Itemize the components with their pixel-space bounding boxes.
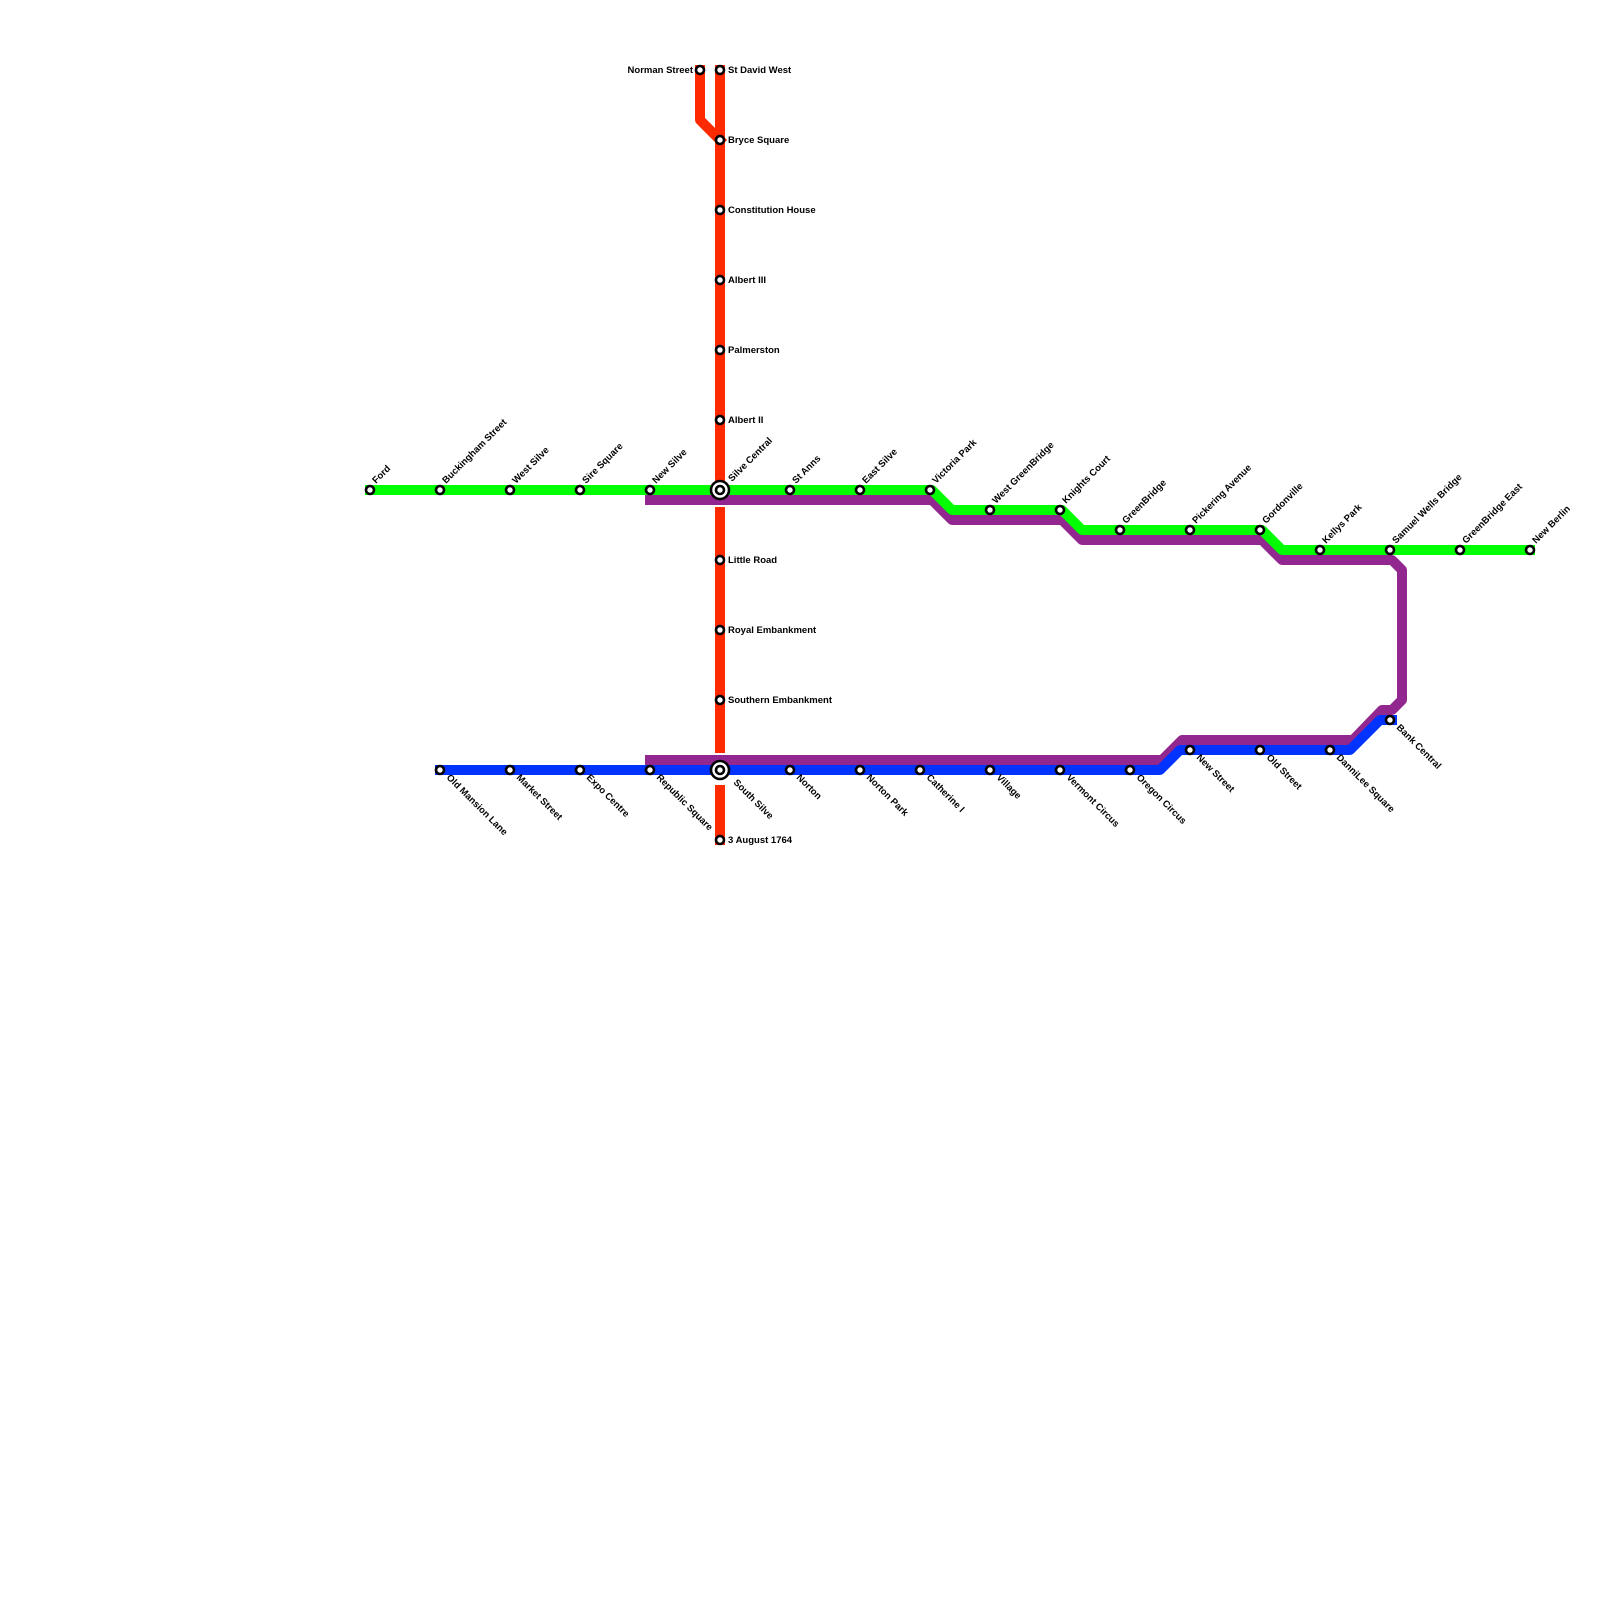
- label-dannilee-square: DanniLee Square: [1334, 752, 1397, 815]
- label-samuel-wells-bridge: Samuel Wells Bridge: [1390, 472, 1464, 546]
- station-dannilee-square[interactable]: [1324, 744, 1336, 756]
- station-3-august-1764[interactable]: [714, 834, 726, 846]
- station-new-silve[interactable]: [644, 484, 656, 496]
- green-line[interactable]: [365, 485, 1535, 555]
- station-albert-iii[interactable]: [714, 274, 726, 286]
- label-buckingham-street: Buckingham Street: [440, 417, 510, 487]
- station-oregon-circus[interactable]: [1124, 764, 1136, 776]
- label-norton-park: Norton Park: [864, 772, 911, 819]
- label-catherine-i: Catherine I: [924, 772, 967, 815]
- label-republic-square: Republic Square: [654, 772, 715, 833]
- label-new-street: New Street: [1194, 752, 1237, 795]
- station-new-berlin[interactable]: [1524, 544, 1536, 556]
- label-east-silve: East Silve: [860, 447, 900, 487]
- station-old-mansion-lane[interactable]: [434, 764, 446, 776]
- label-bryce-square: Bryce Square: [728, 135, 789, 146]
- station-old-street[interactable]: [1254, 744, 1266, 756]
- station-new-street[interactable]: [1184, 744, 1196, 756]
- label-west-greenbridge: West GreenBridge: [990, 440, 1056, 506]
- station-constitution-house[interactable]: [714, 204, 726, 216]
- station-bank-central[interactable]: [1384, 714, 1396, 726]
- station-silve-central-inner: [714, 484, 726, 496]
- label-albert-ii: Albert II: [728, 415, 763, 426]
- label-oregon-circus: Oregon Circus: [1134, 772, 1188, 826]
- label-west-silve: West Silve: [510, 445, 551, 486]
- station-expo-centre[interactable]: [574, 764, 586, 776]
- station-village[interactable]: [984, 764, 996, 776]
- label-expo-centre: Expo Centre: [584, 772, 631, 819]
- station-buckingham-street[interactable]: [434, 484, 446, 496]
- label-pickering-avenue: Pickering Avenue: [1190, 462, 1254, 526]
- station-norton-park[interactable]: [854, 764, 866, 776]
- station-bryce-square[interactable]: [714, 134, 726, 146]
- label-victoria-park: Victoria Park: [930, 437, 979, 486]
- station-kellys-park[interactable]: [1314, 544, 1326, 556]
- label-new-berlin: New Berlin: [1530, 503, 1573, 546]
- label-bank-central: Bank Central: [1394, 722, 1443, 771]
- station-st-anns[interactable]: [784, 484, 796, 496]
- label-norman-street: Norman Street: [628, 65, 694, 76]
- station-st-david-west[interactable]: [714, 64, 726, 76]
- label-market-street: Market Street: [514, 772, 565, 823]
- label-southern-embankment: Southern Embankment: [728, 695, 833, 706]
- label-vermont-circus: Vermont Circus: [1064, 772, 1121, 829]
- label-little-road: Little Road: [728, 555, 777, 566]
- station-albert-ii[interactable]: [714, 414, 726, 426]
- purple-line[interactable]: [645, 495, 1407, 765]
- label-layer: Norman Street St David West Bryce Square…: [370, 65, 1573, 846]
- label-royal-embankment: Royal Embankment: [728, 625, 817, 636]
- station-sire-square[interactable]: [574, 484, 586, 496]
- label-old-street: Old Street: [1264, 752, 1304, 792]
- label-new-silve: New Silve: [650, 447, 689, 486]
- station-gordonville[interactable]: [1254, 524, 1266, 536]
- station-catherine-i[interactable]: [914, 764, 926, 776]
- station-west-silve[interactable]: [504, 484, 516, 496]
- label-gordonville: Gordonville: [1260, 481, 1305, 526]
- station-south-silve-inner: [714, 764, 726, 776]
- label-albert-iii: Albert III: [728, 275, 766, 286]
- red-line-north-branch[interactable]: [695, 65, 728, 148]
- label-knights-court: Knights Court: [1060, 453, 1113, 506]
- station-little-road[interactable]: [714, 554, 726, 566]
- station-samuel-wells-bridge[interactable]: [1384, 544, 1396, 556]
- station-ford[interactable]: [364, 484, 376, 496]
- label-st-david-west: St David West: [728, 65, 792, 76]
- label-st-anns: St Anns: [790, 453, 823, 486]
- station-palmerston[interactable]: [714, 344, 726, 356]
- label-3-august-1764: 3 August 1764: [728, 835, 793, 846]
- station-knights-court[interactable]: [1054, 504, 1066, 516]
- station-norton[interactable]: [784, 764, 796, 776]
- station-west-greenbridge[interactable]: [984, 504, 996, 516]
- station-victoria-park[interactable]: [924, 484, 936, 496]
- station-market-street[interactable]: [504, 764, 516, 776]
- station-pickering-avenue[interactable]: [1184, 524, 1196, 536]
- label-norton: Norton: [794, 772, 824, 802]
- label-silve-central: Silve Central: [726, 436, 774, 484]
- label-kellys-park: Kellys Park: [1320, 502, 1365, 547]
- label-palmerston: Palmerston: [728, 345, 780, 356]
- station-vermont-circus[interactable]: [1054, 764, 1066, 776]
- station-royal-embankment[interactable]: [714, 624, 726, 636]
- label-greenbridge: GreenBridge: [1120, 478, 1168, 526]
- label-constitution-house: Constitution House: [728, 205, 816, 216]
- station-republic-square[interactable]: [644, 764, 656, 776]
- station-norman-street[interactable]: [694, 64, 706, 76]
- label-village: Village: [994, 772, 1023, 801]
- label-old-mansion-lane: Old Mansion Lane: [444, 772, 510, 838]
- station-layer: [364, 64, 1536, 846]
- station-east-silve[interactable]: [854, 484, 866, 496]
- station-greenbridge[interactable]: [1114, 524, 1126, 536]
- station-greenbridge-east[interactable]: [1454, 544, 1466, 556]
- label-greenbridge-east: GreenBridge East: [1460, 481, 1525, 546]
- label-sire-square: Sire Square: [580, 441, 625, 486]
- label-south-silve: South Silve: [731, 777, 775, 821]
- station-southern-embankment[interactable]: [714, 694, 726, 706]
- label-ford: Ford: [370, 463, 393, 486]
